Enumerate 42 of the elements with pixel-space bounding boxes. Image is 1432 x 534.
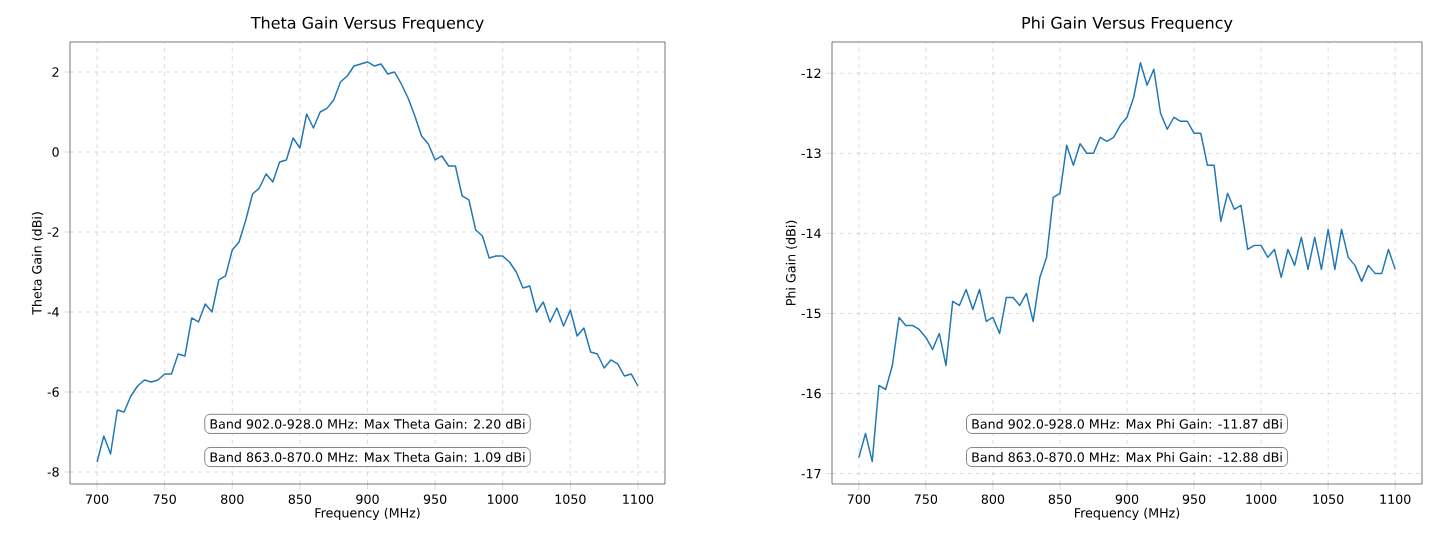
x-tick-label: 900 <box>356 494 379 504</box>
y-axis-title: Theta Gain (dBi) <box>31 212 44 315</box>
annotation: Band 902.0-928.0 MHz: Max Theta Gain: 2.20 dBi <box>210 418 525 429</box>
x-tick-label: 950 <box>1182 494 1206 504</box>
line-series <box>858 62 1396 463</box>
y-tick-label: -2 <box>47 227 59 237</box>
y-tick-label: 2 <box>52 67 59 77</box>
annotation: Band 902.0-928.0 MHz: Max Phi Gain: -11.87 dBi <box>972 418 1282 429</box>
x-tick-label: 850 <box>288 494 312 504</box>
y-tick-label: -4 <box>47 307 59 317</box>
x-axis-title: Frequency (MHz) <box>315 507 420 521</box>
chart-title: Phi Gain Versus Frequency <box>1022 16 1233 32</box>
x-tick-label: 1000 <box>488 494 518 504</box>
x-tick-label: 950 <box>423 494 447 504</box>
x-tick-label: 1100 <box>623 494 654 504</box>
x-tick-label: 1050 <box>555 494 586 504</box>
x-tick-label: 850 <box>1048 494 1072 504</box>
y-tick-label: -14 <box>801 228 821 238</box>
x-tick-label: 900 <box>1115 494 1139 504</box>
x-axis-title: Frequency (MHz) <box>1075 507 1180 521</box>
chart-title: Theta Gain Versus Frequency <box>250 16 484 32</box>
x-tick-label: 1050 <box>1313 494 1344 504</box>
y-tick-label: -12 <box>801 68 821 78</box>
x-tick-label: 800 <box>981 494 1005 504</box>
y-axis-title: Phi Gain (dBi) <box>785 220 798 305</box>
x-tick-label: 700 <box>86 494 109 504</box>
y-tick-label: -17 <box>801 468 821 479</box>
y-tick-label: 0 <box>52 147 59 157</box>
y-tick-label: -13 <box>801 148 821 159</box>
annotation: Band 863.0-870.0 MHz: Max Theta Gain: 1.09 dBi <box>210 452 525 462</box>
y-tick-label: -6 <box>47 387 59 397</box>
x-tick-label: 1100 <box>1380 494 1411 504</box>
x-tick-label: 750 <box>153 494 176 504</box>
y-tick-label: -8 <box>47 467 59 477</box>
x-tick-label: 750 <box>914 494 938 504</box>
x-tick-label: 1000 <box>1246 494 1277 504</box>
y-tick-label: -16 <box>801 388 821 399</box>
x-tick-label: 700 <box>847 494 871 504</box>
y-tick-label: -15 <box>801 308 821 319</box>
x-tick-label: 800 <box>221 494 244 504</box>
line-series <box>96 61 639 463</box>
annotation: Band 863.0-870.0 MHz: Max Phi Gain: -12.88 dBi <box>972 452 1282 462</box>
